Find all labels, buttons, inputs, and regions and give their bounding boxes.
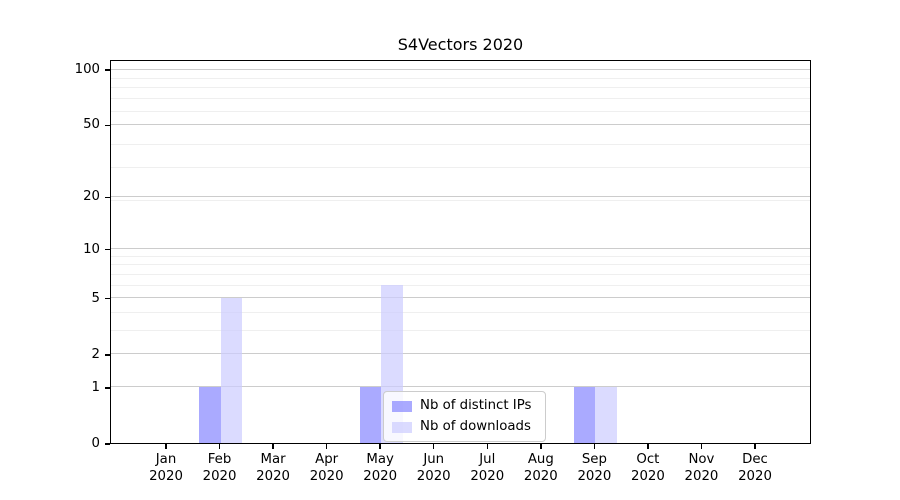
gridline-minor xyxy=(111,77,810,79)
legend-label-downloads: Nb of downloads xyxy=(420,419,531,434)
chart-title: S4Vectors 2020 xyxy=(397,35,524,54)
x-tick-mark xyxy=(754,444,756,449)
x-tick-year: 2020 xyxy=(470,468,505,484)
x-tick-label: Jan 2020 xyxy=(134,452,198,485)
gridline-minor xyxy=(111,312,810,314)
gridline-major xyxy=(111,353,810,355)
y-tick-mark xyxy=(105,298,110,300)
bar-downloads xyxy=(595,386,617,443)
gridline-minor xyxy=(111,98,810,100)
x-tick-mark xyxy=(165,444,167,449)
gridline-minor xyxy=(111,199,810,201)
x-tick-year: 2020 xyxy=(523,468,558,484)
y-tick-label: 0 xyxy=(91,436,100,451)
y-tick-mark xyxy=(105,196,110,198)
x-tick-mark xyxy=(218,444,221,449)
x-tick-mark xyxy=(486,444,488,449)
y-tick-label: 20 xyxy=(83,189,100,205)
x-tick-month: Jun xyxy=(423,452,445,467)
x-tick-month: Dec xyxy=(742,452,768,467)
x-tick-label: Mar 2020 xyxy=(241,452,305,485)
x-tick-year: 2020 xyxy=(309,468,344,484)
y-tick-label: 10 xyxy=(83,241,100,257)
x-tick-month: Sep xyxy=(581,452,607,467)
legend-swatch-distinct-ips xyxy=(392,400,412,412)
x-tick-label: Apr 2020 xyxy=(295,452,359,485)
bar-distinct-ips xyxy=(359,386,382,443)
x-tick-year: 2020 xyxy=(256,468,290,484)
y-tick-mark xyxy=(105,69,110,71)
y-tick-label: 1 xyxy=(91,379,100,395)
gridline-major xyxy=(111,195,810,197)
legend-item-downloads: Nb of downloads xyxy=(392,418,537,436)
y-tick-mark xyxy=(105,248,110,251)
gridline-minor xyxy=(111,255,810,257)
y-tick-mark xyxy=(105,354,110,356)
x-tick-year: 2020 xyxy=(630,468,665,484)
x-tick-mark xyxy=(272,444,274,449)
x-tick-year: 2020 xyxy=(363,468,398,484)
x-tick-month: Feb xyxy=(207,452,232,467)
x-tick-month: Oct xyxy=(636,452,660,467)
x-tick-mark xyxy=(379,444,381,449)
gridline-minor xyxy=(111,284,810,286)
y-tick-label: 5 xyxy=(91,290,100,306)
bar-downloads xyxy=(220,297,242,443)
legend-label-distinct-ips: Nb of distinct IPs xyxy=(420,398,532,413)
x-tick-year: 2020 xyxy=(202,468,237,484)
x-tick-label: May 2020 xyxy=(348,452,412,485)
x-tick-mark xyxy=(325,444,328,449)
x-tick-month: Mar xyxy=(260,452,286,467)
x-tick-mark xyxy=(433,444,435,449)
gridline-minor xyxy=(111,87,810,89)
y-tick-mark xyxy=(105,443,110,445)
x-tick-year: 2020 xyxy=(577,468,612,484)
y-tick-label: 100 xyxy=(74,62,100,77)
gridline-minor xyxy=(111,264,810,266)
gridline-major xyxy=(111,248,810,250)
x-tick-month: Jul xyxy=(479,452,496,467)
x-tick-label: Oct 2020 xyxy=(616,452,680,485)
y-tick-mark xyxy=(105,124,110,127)
gridline-minor xyxy=(111,166,810,168)
x-tick-label: Feb 2020 xyxy=(188,452,252,485)
gridline-major xyxy=(111,123,810,125)
x-tick-mark xyxy=(540,444,542,449)
x-tick-mark xyxy=(593,444,596,449)
gridline-minor xyxy=(111,330,810,332)
legend-item-distinct-ips: Nb of distinct IPs xyxy=(392,397,537,415)
x-tick-mark xyxy=(700,444,703,449)
x-tick-month: May xyxy=(366,452,394,467)
x-tick-label: Jun 2020 xyxy=(402,452,466,485)
x-tick-month: Jan xyxy=(155,452,177,467)
x-tick-year: 2020 xyxy=(738,468,772,484)
gridline-major xyxy=(111,386,810,388)
x-tick-label: Aug 2020 xyxy=(509,452,573,485)
legend-swatch-downloads xyxy=(392,421,412,433)
gridline-major xyxy=(111,297,810,299)
plot-area xyxy=(110,60,811,444)
x-tick-year: 2020 xyxy=(416,468,451,484)
legend: Nb of distinct IPs Nb of downloads xyxy=(383,391,546,442)
gridline-minor xyxy=(111,110,810,112)
x-tick-month: Nov xyxy=(688,452,715,467)
x-tick-mark xyxy=(647,444,649,449)
x-tick-month: Apr xyxy=(315,452,339,467)
y-tick-label: 50 xyxy=(83,117,100,133)
y-tick-label: 2 xyxy=(91,346,100,362)
x-tick-label: Sep 2020 xyxy=(562,452,626,485)
bar-distinct-ips xyxy=(199,386,221,443)
x-tick-label: Dec 2020 xyxy=(723,452,787,485)
x-tick-month: Aug xyxy=(527,452,554,467)
x-tick-label: Nov 2020 xyxy=(669,452,733,485)
gridline-minor xyxy=(111,143,810,145)
gridline-major xyxy=(111,68,810,70)
x-tick-label: Jul 2020 xyxy=(455,452,519,485)
x-tick-year: 2020 xyxy=(684,468,719,484)
y-tick-mark xyxy=(105,387,110,389)
gridline-minor xyxy=(111,274,810,275)
x-tick-year: 2020 xyxy=(149,468,183,484)
bar-distinct-ips xyxy=(573,386,596,443)
